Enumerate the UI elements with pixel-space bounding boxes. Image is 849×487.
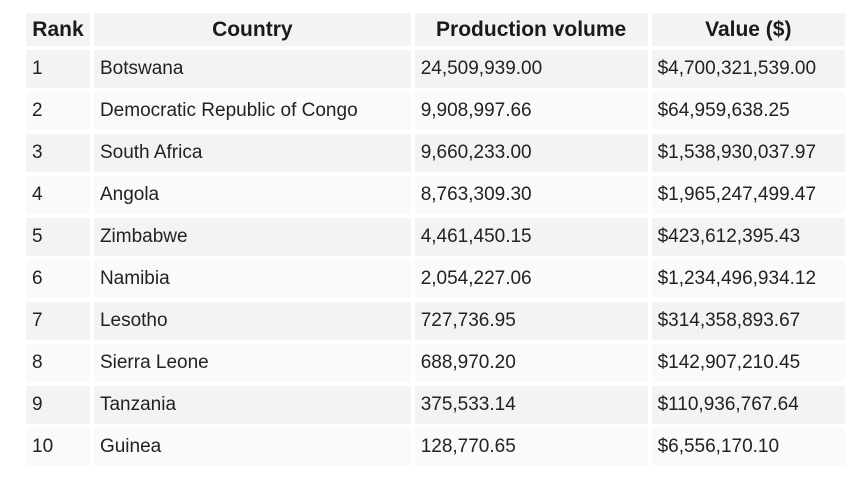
header-country[interactable]: Country	[93, 13, 411, 46]
country-cell: Tanzania	[93, 386, 411, 424]
country-cell: Angola	[93, 176, 411, 214]
table-row: 10 Guinea 128,770.65 $6,556,170.10	[26, 428, 845, 466]
rank-cell: 5	[26, 218, 90, 256]
value-cell: $6,556,170.10	[651, 428, 845, 466]
production-volume-cell: 24,509,939.00	[414, 50, 648, 88]
rank-cell: 6	[26, 260, 90, 298]
header-row: Rank Country Production volume Value ($)	[26, 13, 845, 46]
value-cell: $64,959,638.25	[651, 92, 845, 130]
value-cell: $1,538,930,037.97	[651, 134, 845, 172]
header-rank[interactable]: Rank	[26, 13, 90, 46]
value-cell: $1,234,496,934.12	[651, 260, 845, 298]
country-cell: Zimbabwe	[93, 218, 411, 256]
production-volume-cell: 4,461,450.15	[414, 218, 648, 256]
header-production-volume[interactable]: Production volume	[414, 13, 648, 46]
table-body: 1 Botswana 24,509,939.00 $4,700,321,539.00 2…	[26, 50, 845, 466]
country-cell: Namibia	[93, 260, 411, 298]
value-cell: $423,612,395.43	[651, 218, 845, 256]
rank-cell: 4	[26, 176, 90, 214]
value-cell: $314,358,893.67	[651, 302, 845, 340]
rank-cell: 1	[26, 50, 90, 88]
country-cell: Sierra Leone	[93, 344, 411, 382]
value-cell: $110,936,767.64	[651, 386, 845, 424]
value-cell: $142,907,210.45	[651, 344, 845, 382]
table-row: 4 Angola 8,763,309.30 $1,965,247,499.47	[26, 176, 845, 214]
rank-cell: 2	[26, 92, 90, 130]
table-header: Rank Country Production volume Value ($)	[26, 13, 845, 46]
table-row: 9 Tanzania 375,533.14 $110,936,767.64	[26, 386, 845, 424]
country-cell: Guinea	[93, 428, 411, 466]
table-row: 5 Zimbabwe 4,461,450.15 $423,612,395.43	[26, 218, 845, 256]
value-cell: $1,965,247,499.47	[651, 176, 845, 214]
country-cell: Lesotho	[93, 302, 411, 340]
table-row: 6 Namibia 2,054,227.06 $1,234,496,934.12	[26, 260, 845, 298]
production-volume-cell: 128,770.65	[414, 428, 648, 466]
data-table: Rank Country Production volume Value ($)…	[22, 9, 849, 470]
header-value[interactable]: Value ($)	[651, 13, 845, 46]
country-cell: Botswana	[93, 50, 411, 88]
country-cell: Democratic Republic of Congo	[93, 92, 411, 130]
rank-cell: 7	[26, 302, 90, 340]
value-cell: $4,700,321,539.00	[651, 50, 845, 88]
production-volume-cell: 375,533.14	[414, 386, 648, 424]
country-cell: South Africa	[93, 134, 411, 172]
table-row: 2 Democratic Republic of Congo 9,908,997.6…	[26, 92, 845, 130]
table-row: 1 Botswana 24,509,939.00 $4,700,321,539.00	[26, 50, 845, 88]
rank-cell: 10	[26, 428, 90, 466]
rank-cell: 9	[26, 386, 90, 424]
rank-cell: 3	[26, 134, 90, 172]
table-row: 3 South Africa 9,660,233.00 $1,538,930,037.…	[26, 134, 845, 172]
production-volume-cell: 8,763,309.30	[414, 176, 648, 214]
production-volume-cell: 2,054,227.06	[414, 260, 648, 298]
production-volume-cell: 688,970.20	[414, 344, 648, 382]
production-volume-cell: 727,736.95	[414, 302, 648, 340]
table-row: 7 Lesotho 727,736.95 $314,358,893.67	[26, 302, 845, 340]
table-row: 8 Sierra Leone 688,970.20 $142,907,210.45	[26, 344, 845, 382]
rank-cell: 8	[26, 344, 90, 382]
production-volume-cell: 9,660,233.00	[414, 134, 648, 172]
production-volume-cell: 9,908,997.66	[414, 92, 648, 130]
